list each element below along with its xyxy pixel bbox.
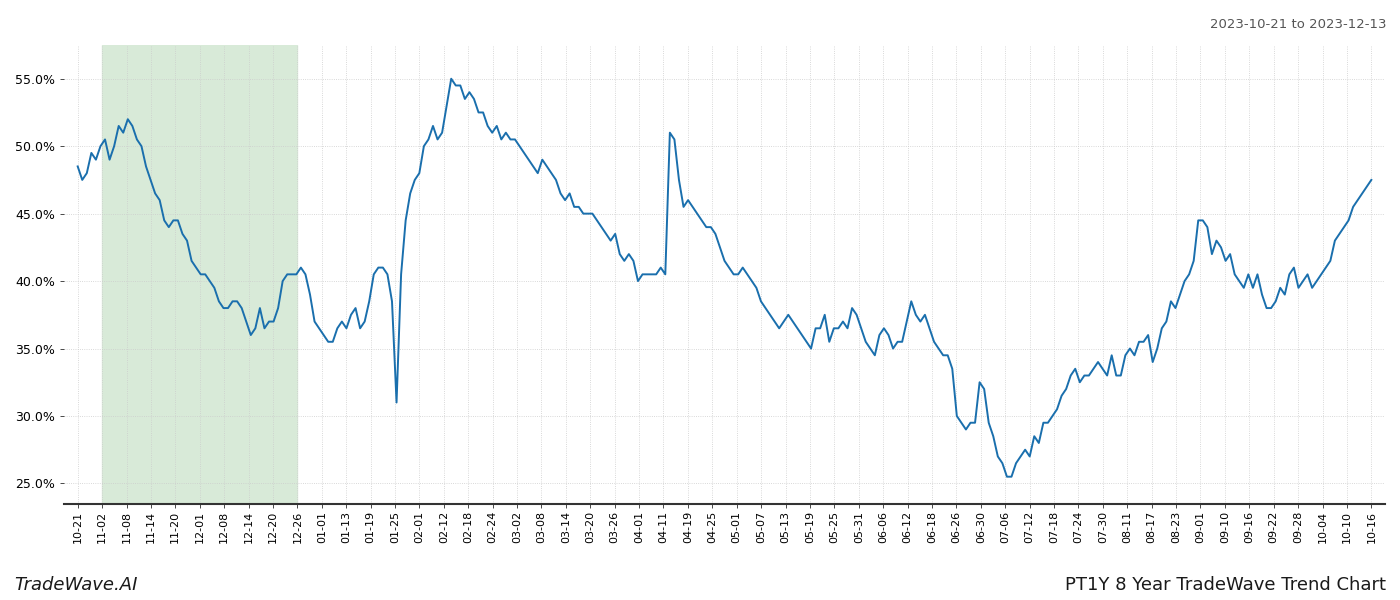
Text: 2023-10-21 to 2023-12-13: 2023-10-21 to 2023-12-13 [1210,18,1386,31]
Text: PT1Y 8 Year TradeWave Trend Chart: PT1Y 8 Year TradeWave Trend Chart [1065,576,1386,594]
Text: TradeWave.AI: TradeWave.AI [14,576,137,594]
Bar [102,45,297,503]
